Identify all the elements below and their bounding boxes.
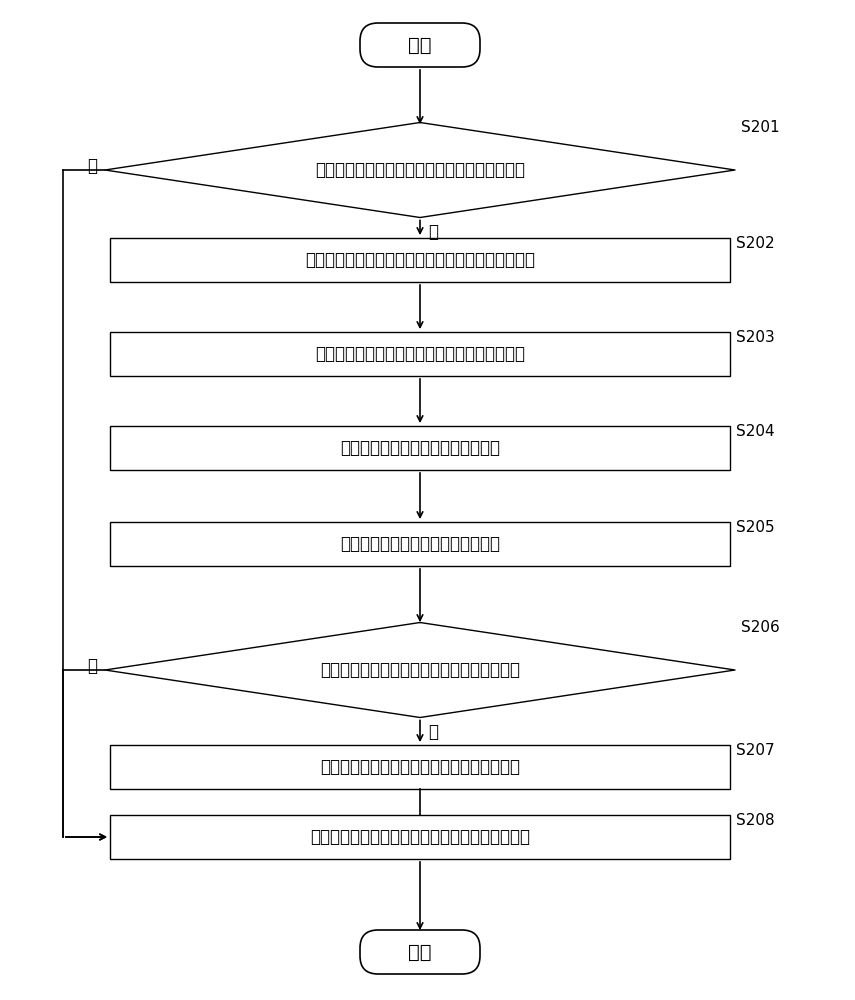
Bar [110,745,730,789]
Text: S202: S202 [736,236,775,251]
Text: 否: 否 [87,657,97,675]
Polygon shape [105,622,735,718]
Text: 开始: 开始 [408,35,432,54]
FancyBboxPatch shape [360,930,480,974]
Text: S207: S207 [736,743,775,758]
Polygon shape [105,122,735,218]
Bar [110,332,730,376]
Bar [110,522,730,566]
Text: S201: S201 [741,120,780,135]
Text: S205: S205 [736,520,775,535]
Text: 否: 否 [87,157,97,175]
Text: 判断供电终端的电量是否大于等于预设的阈値: 判断供电终端的电量是否大于等于预设的阈値 [320,661,520,679]
Text: 通过供电终端对移动终端的后台电路进行无线供电: 通过供电终端对移动终端的后台电路进行无线供电 [310,828,530,846]
Bar [110,426,730,470]
Text: 发送电量信息请求到选择的供电终端: 发送电量信息请求到选择的供电终端 [340,439,500,457]
Text: S208: S208 [736,813,775,828]
Text: 接收针对所述列表中的任一供电终端的选择信号: 接收针对所述列表中的任一供电终端的选择信号 [315,345,525,363]
Text: S204: S204 [736,424,775,439]
Bar [110,815,730,859]
Bar [110,238,730,282]
Text: 是: 是 [428,722,438,740]
Text: S206: S206 [741,620,780,636]
Text: 通过供电终端对移动终端的电池进行无线充电: 通过供电终端对移动终端的电池进行无线充电 [320,758,520,776]
Text: 接收选择的供电终端返回的电量信息: 接收选择的供电终端返回的电量信息 [340,535,500,553]
Text: 显示搜索到的具有无线充电功能的供电终端的列表；: 显示搜索到的具有无线充电功能的供电终端的列表； [305,251,535,269]
Text: 搜索周围是否存在具有无线充电功能的供电终端: 搜索周围是否存在具有无线充电功能的供电终端 [315,161,525,179]
FancyBboxPatch shape [360,23,480,67]
Text: 结束: 结束 [408,942,432,962]
Text: S203: S203 [736,330,775,345]
Text: 是: 是 [428,223,438,240]
